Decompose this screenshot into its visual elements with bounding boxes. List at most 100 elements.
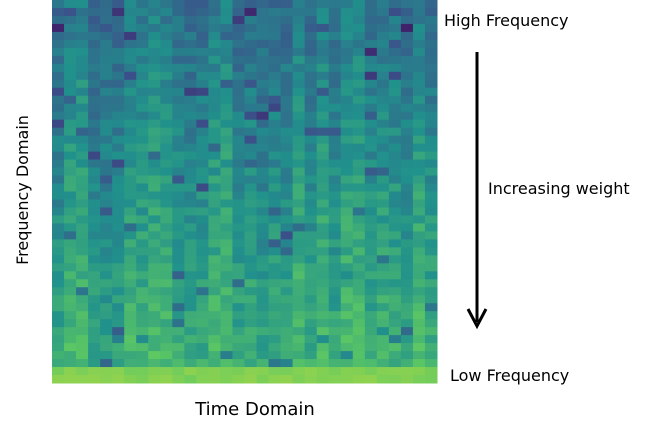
spectrogram-cell [376,143,390,153]
spectrogram-cell [388,343,402,352]
spectrogram-cell [316,39,330,49]
spectrogram-cell [196,15,209,25]
spectrogram-cell [376,23,390,33]
spectrogram-cell [400,135,414,145]
spectrogram-cell [268,279,282,288]
spectrogram-cell [124,319,137,328]
spectrogram-cell [184,111,197,121]
spectrogram-cell [304,231,318,240]
spectrogram-cell [88,335,101,344]
spectrogram-cell [112,327,125,336]
spectrogram-cell [328,231,342,240]
spectrogram-cell [208,215,221,224]
spectrogram-cell [388,175,402,185]
spectrogram-cell [172,167,185,177]
spectrogram-cell [100,359,113,368]
spectrogram-cell [388,287,402,296]
spectrogram-cell [400,295,414,304]
spectrogram-cell [388,143,402,153]
spectrogram-cell [256,199,270,208]
spectrogram-cell [388,247,402,256]
spectrogram-cell [100,375,113,384]
spectrogram-cell [352,311,366,320]
spectrogram-cell [304,303,318,312]
spectrogram-cell [244,95,258,105]
spectrogram-cell [316,255,330,264]
spectrogram-cell [160,151,173,161]
spectrogram-cell [304,95,318,105]
spectrogram-cell [352,191,366,200]
spectrogram-cell [112,127,125,137]
spectrogram-cell [184,231,197,240]
spectrogram-cell [136,183,149,192]
spectrogram-cell [256,263,270,272]
spectrogram-cell [100,119,113,129]
spectrogram-cell [256,247,270,256]
spectrogram-cell [88,95,101,105]
spectrogram-cell [64,23,77,33]
spectrogram-cell [88,327,101,336]
spectrogram-cell [424,271,438,280]
spectrogram-cell [232,103,245,113]
spectrogram-cell [100,175,113,185]
spectrogram-cell [76,151,89,161]
spectrogram-cell [400,103,414,113]
spectrogram-cell [208,343,221,352]
spectrogram-cell [340,223,354,232]
spectrogram-cell [172,375,185,384]
spectrogram-cell [388,31,402,41]
spectrogram-cell [136,87,149,97]
spectrogram-cell [304,215,318,224]
spectrogram-cell [148,375,161,384]
spectrogram-cell [388,191,402,200]
spectrogram-cell [292,119,306,129]
spectrogram-cell [364,359,378,368]
spectrogram-cell [280,0,294,9]
spectrogram-cell [376,135,390,145]
spectrogram-cell [52,199,65,208]
spectrogram-cell [304,239,318,248]
spectrogram-cell [268,7,282,17]
spectrogram-cell [160,0,173,9]
spectrogram-cell [208,159,221,169]
spectrogram-cell [184,199,197,208]
spectrogram-cell [220,207,233,216]
spectrogram-cell [196,23,209,33]
spectrogram-cell [184,15,197,25]
spectrogram-cell [112,351,125,360]
spectrogram-cell [88,55,101,65]
spectrogram-cell [352,231,366,240]
spectrogram-cell [316,375,330,384]
spectrogram-cell [364,191,378,200]
spectrogram-cell [388,87,402,97]
spectrogram-cell [172,71,185,81]
spectrogram-cell [256,295,270,304]
spectrogram-cell [268,327,282,336]
spectrogram-cell [100,159,113,169]
spectrogram-cell [388,207,402,216]
spectrogram-cell [376,215,390,224]
spectrogram-cell [340,63,354,73]
spectrogram-cell [148,255,161,264]
spectrogram-cell [268,175,282,185]
spectrogram-cell [88,303,101,312]
spectrogram-cell [292,367,306,376]
spectrogram-cell [376,359,390,368]
spectrogram-cell [64,159,77,169]
spectrogram-cell [256,311,270,320]
spectrogram-cell [88,159,101,169]
spectrogram-cell [316,327,330,336]
spectrogram-cell [244,23,258,33]
spectrogram-cell [280,111,294,121]
spectrogram-cell [328,247,342,256]
spectrogram-cell [196,263,209,272]
spectrogram-cell [64,255,77,264]
spectrogram-cell [208,239,221,248]
spectrogram-cell [232,343,245,352]
spectrogram-cell [280,103,294,113]
spectrogram-cell [256,359,270,368]
spectrogram-cell [112,175,125,185]
spectrogram-cell [244,223,258,232]
spectrogram-cell [160,351,173,360]
spectrogram-cell [376,95,390,105]
